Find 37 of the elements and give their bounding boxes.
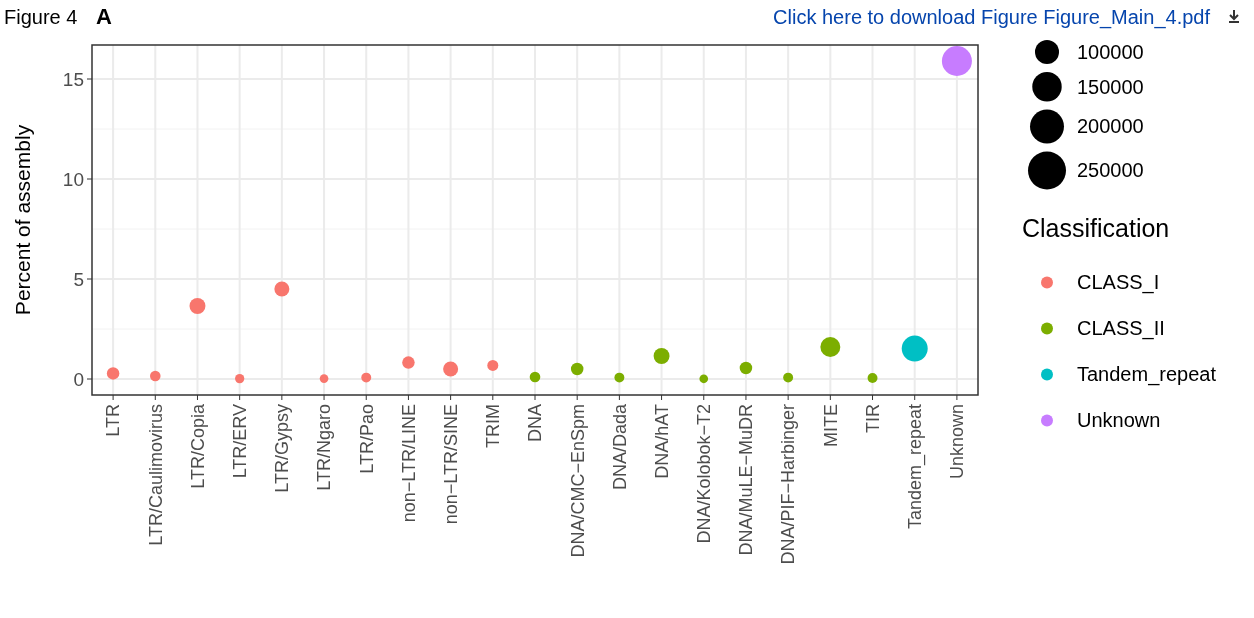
x-tick-label: LTR	[103, 404, 124, 437]
legend-label: CLASS_II	[1077, 317, 1165, 341]
x-tick-label: Tandem_repeat	[905, 404, 927, 530]
x-tick-label: DNA/MuLE−MuDR	[736, 404, 757, 556]
legend-label: 200000	[1077, 115, 1144, 138]
x-tick-label: LTR/Caulimovirus	[145, 404, 166, 546]
x-tick-label: DNA/PIF−Harbinger	[778, 404, 799, 565]
x-tick-label: TRIM	[483, 404, 504, 448]
x-tick-label: LTR/Copia	[187, 403, 208, 489]
y-tick-label: 5	[73, 268, 84, 290]
x-tick-label: non−LTR/SINE	[440, 404, 461, 525]
legend-label: CLASS_I	[1077, 271, 1160, 295]
legend-label: 150000	[1077, 75, 1144, 98]
legend-label: 250000	[1077, 159, 1144, 182]
x-tick-label: MITE	[820, 404, 841, 447]
legend-label: 100000	[1077, 41, 1144, 64]
x-tick-label: DNA/hAT	[651, 404, 672, 479]
y-tick-label: 0	[73, 368, 84, 390]
x-tick-label: LTR/Ngaro	[314, 404, 335, 491]
x-tick-label: Unknown	[947, 404, 968, 480]
x-tick-label: DNA	[525, 404, 546, 443]
x-tick-label: DNA/Dada	[609, 403, 630, 491]
legend-title: Classification	[1022, 214, 1170, 243]
y-axis-title: Percent of assembly	[11, 124, 34, 316]
x-tick-label: LTR/Gypsy	[272, 404, 293, 493]
x-tick-label: non−LTR/LINE	[398, 404, 419, 523]
x-tick-label: TIR	[862, 404, 883, 433]
x-tick-label: LTR/Pao	[356, 404, 377, 474]
y-tick-label: 15	[62, 68, 84, 90]
y-tick-label: 10	[62, 168, 84, 190]
x-tick-label: DNA/CMC−EnSpm	[567, 404, 588, 558]
legend-label: Tandem_repeat	[1077, 363, 1217, 387]
text: A	[96, 4, 112, 29]
caption: Figure 4	[4, 6, 78, 28]
x-tick-label: DNA/Kolobok−T2	[694, 404, 715, 544]
text: Click here to download Figure Figure_Main_4.pdf	[773, 6, 1211, 29]
x-tick-label: LTR/ERV	[229, 404, 250, 479]
